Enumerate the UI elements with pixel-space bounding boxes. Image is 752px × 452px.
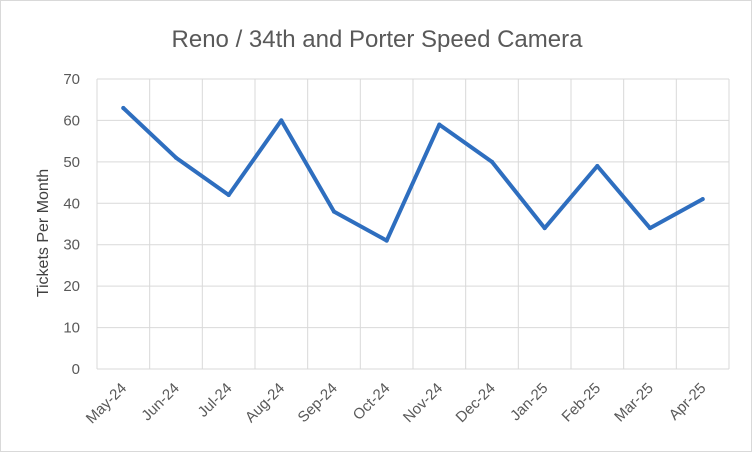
y-axis-label: Tickets Per Month [35,169,52,297]
data-point [384,238,389,243]
data-point [595,164,600,168]
y-tick-label: 20 [63,278,80,295]
x-tick-label: Jul-24 [195,380,236,421]
y-tick-label: 60 [63,112,80,129]
x-tick-label: May-24 [83,380,130,427]
data-point [490,159,494,164]
data-point [279,118,284,123]
data-point [332,209,336,214]
x-tick-labels: May-24 Jun-24 Jul-24 Aug-24 Sep-24 Oct-24 Nov-… [83,380,710,427]
x-tick-label: Nov-24 [400,380,446,426]
x-tick-label: Feb-25 [559,380,605,426]
data-point [121,106,126,110]
y-tick-label: 0 [72,361,80,378]
series-layer [121,106,705,243]
y-tick-label: 70 [63,71,80,88]
x-tick-label: Apr-25 [666,380,710,424]
data-point [226,193,231,197]
data-point [437,122,442,127]
y-tick-label: 40 [63,195,80,212]
y-tick-label: 10 [63,320,80,337]
x-tick-label: Mar-25 [611,380,657,426]
x-tick-label: Jun-24 [138,380,182,424]
data-point [700,197,705,202]
series-line [121,106,705,243]
x-tick-label: Aug-24 [242,380,288,426]
gridlines [96,78,730,370]
data-point [542,226,547,231]
data-point [174,155,178,160]
chart-title: Reno / 34th and Porter Speed Camera [172,26,584,53]
x-tick-label: Sep-24 [295,380,341,426]
data-point [648,226,652,231]
y-tick-labels: 0 10 20 30 40 50 60 70 [63,71,80,378]
x-tick-label: Jan-25 [507,380,551,424]
x-tick-label: Dec-24 [453,380,499,426]
y-tick-label: 30 [63,237,80,254]
y-tick-label: 50 [63,154,80,171]
x-tick-label: Oct-24 [350,380,394,424]
